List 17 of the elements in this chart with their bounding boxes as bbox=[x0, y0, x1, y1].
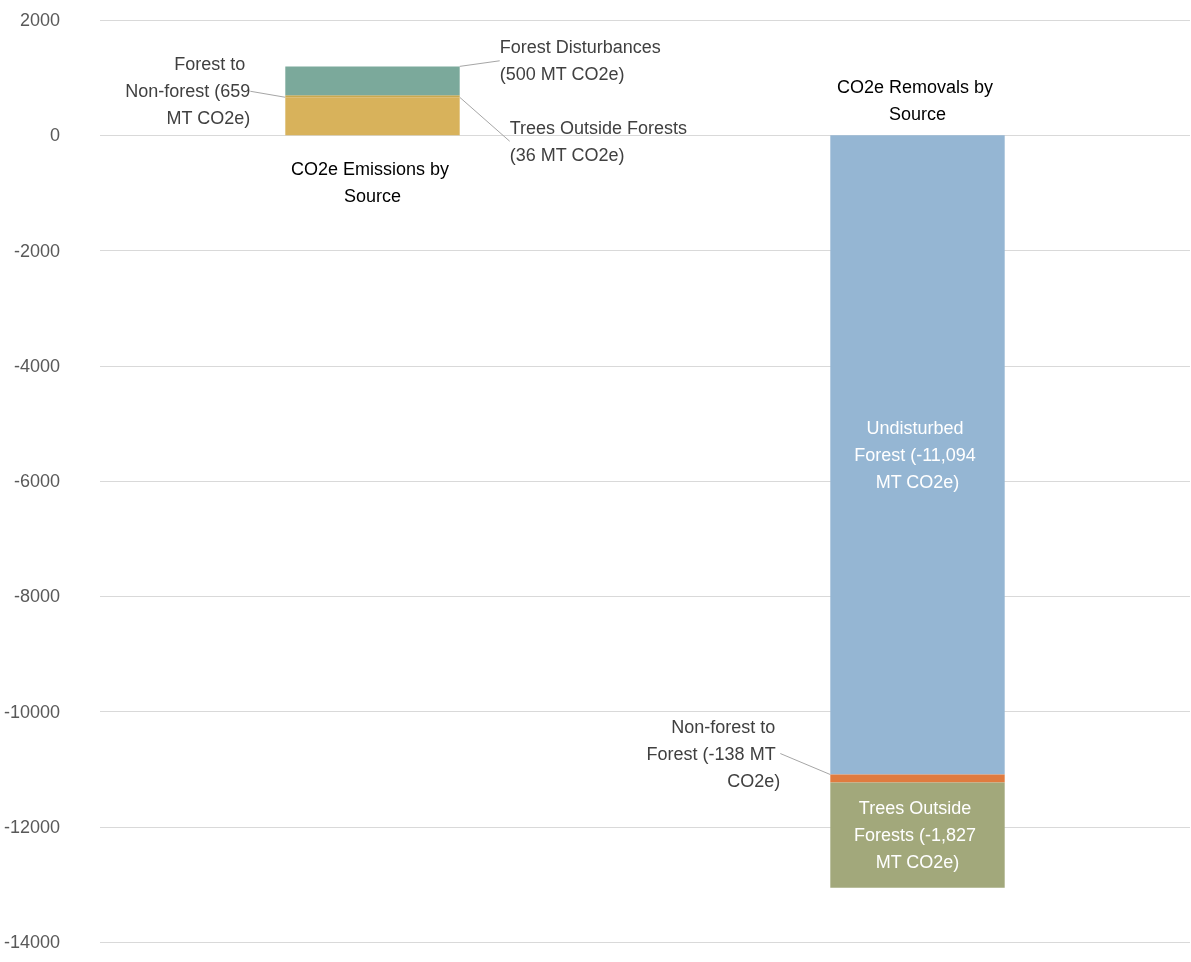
text: Forest Disturbances (500 MT CO2e) bbox=[499, 37, 666, 85]
y-tick-label: -2000 bbox=[13, 240, 60, 261]
series-label: Undisturbed Forest (-11,094 MT CO2e) bbox=[854, 417, 981, 492]
series-label: Trees Outside Forests (-1,827 MT CO2e) bbox=[853, 798, 982, 873]
x-tick-label: CO2e Removals by Source bbox=[836, 76, 999, 124]
y-tick-label: -12000 bbox=[3, 816, 60, 837]
text: Trees Outside Forests (36 MT CO2e) bbox=[509, 117, 693, 165]
y-tick-label: -10000 bbox=[3, 701, 60, 722]
text: Non-forest to Forest (-138 MT CO2e) bbox=[646, 716, 781, 791]
y-tick-label: 2000 bbox=[19, 10, 60, 30]
y-tick-label: -6000 bbox=[13, 471, 60, 491]
x-tick-label: CO2e Emissions by Source bbox=[290, 158, 455, 206]
series-label: Forest to Non-forest (659 MT CO2e) bbox=[125, 54, 251, 129]
y-tick-label: -14000 bbox=[3, 932, 60, 952]
y-tick-label: 0 bbox=[49, 125, 60, 146]
y-tick-label: -4000 bbox=[13, 355, 60, 376]
y-tick-label: -8000 bbox=[13, 586, 60, 607]
